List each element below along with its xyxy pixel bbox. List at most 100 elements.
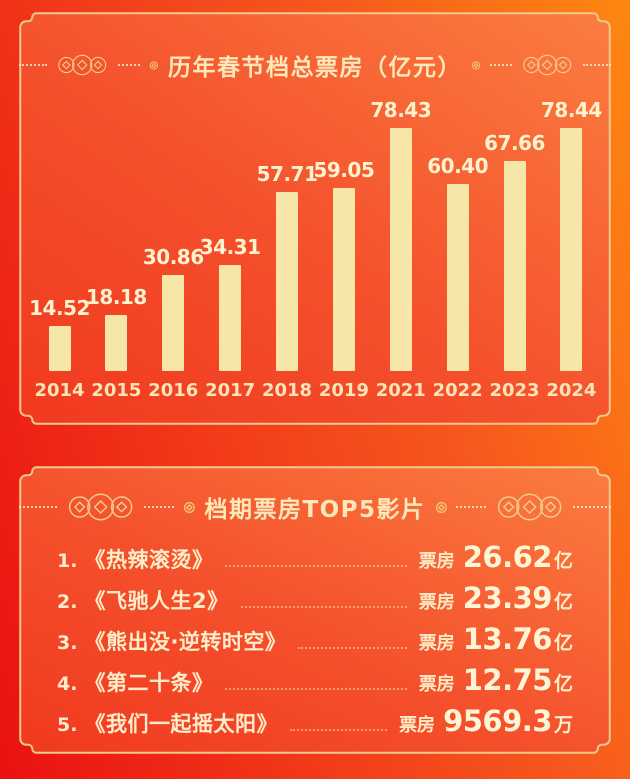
movie-title: 《第二十条》 xyxy=(84,671,214,695)
box-office-unit: 亿 xyxy=(553,591,573,613)
bar-year-label: 2021 xyxy=(375,380,426,401)
bar-year-label: 2014 xyxy=(34,380,85,401)
movie-title: 《热辣滚烫》 xyxy=(84,548,214,572)
movie-title: 《熊出没·逆转时空》 xyxy=(84,630,287,654)
movie-row: 5. 《我们一起摇太阳》 票房 9569.3 万 xyxy=(57,704,573,745)
box-office-amount: 26.62 xyxy=(462,540,553,574)
box-office-label: 票房 xyxy=(418,551,455,572)
movie-title: 《我们一起摇太阳》 xyxy=(84,712,278,736)
bar-year-label: 2022 xyxy=(432,380,483,401)
box-office-label: 票房 xyxy=(418,633,455,654)
bar-year-label: 2015 xyxy=(91,380,142,401)
box-office-unit: 亿 xyxy=(553,673,573,695)
top5-list: 1. 《热辣滚烫》 票房 26.62 亿 2. 《飞驰人生2》 票房 23.39… xyxy=(57,540,573,745)
dotted-divider xyxy=(573,506,611,508)
dotted-divider xyxy=(582,64,612,66)
box-office-label: 票房 xyxy=(418,674,455,695)
bar-chart: 14.52 2014 18.18 2015 30.86 2016 34.31 2017 57.7… xyxy=(29,98,602,401)
dotted-divider xyxy=(117,64,141,66)
bar-year-label: 2024 xyxy=(546,380,597,401)
dotted-divider xyxy=(456,506,487,508)
movie-row: 2. 《飞驰人生2》 票房 23.39 亿 xyxy=(57,581,573,622)
bar-value-label: 34.31 xyxy=(199,235,261,259)
bar-column: 14.52 2014 xyxy=(29,296,90,401)
movie-rank: 2. xyxy=(57,591,78,613)
bar-column: 18.18 2015 xyxy=(86,285,147,401)
box-office-amount: 12.75 xyxy=(462,663,553,697)
movie-rank: 3. xyxy=(57,632,78,654)
movie-row: 1. 《热辣滚烫》 票房 26.62 亿 xyxy=(57,540,573,581)
box-office-chart-panel: 历年春节档总票房（亿元） 14.52 2014 18.18 2015 30.86 2016… xyxy=(18,12,612,425)
bar-value-label: 18.18 xyxy=(86,285,147,309)
bar-value-label: 78.44 xyxy=(541,98,602,122)
dotted-leader xyxy=(298,647,407,649)
bar-column: 60.40 2022 xyxy=(427,154,488,401)
dotted-leader xyxy=(289,729,388,731)
bar-value-label: 59.05 xyxy=(313,158,375,182)
movie-title: 《飞驰人生2》 xyxy=(84,589,229,613)
bar-column: 30.86 2016 xyxy=(143,245,204,401)
bar-column: 57.71 2018 xyxy=(257,162,318,401)
bar-value-label: 78.43 xyxy=(370,98,432,122)
movie-row: 3. 《熊出没·逆转时空》 票房 13.76 亿 xyxy=(57,622,573,663)
top5-header: 档期票房TOP5影片 xyxy=(19,466,611,524)
bar-column: 67.66 2023 xyxy=(484,131,545,401)
dotted-divider xyxy=(489,64,513,66)
bar xyxy=(332,188,355,371)
bar-column: 34.31 2017 xyxy=(200,235,261,401)
bar-column: 78.44 2024 xyxy=(541,98,602,401)
coin-dot-icon xyxy=(471,59,481,72)
bar-column: 78.43 2021 xyxy=(370,98,431,401)
bar-value-label: 60.40 xyxy=(427,154,489,178)
box-office-amount: 13.76 xyxy=(462,622,553,656)
chart-title: 历年春节档总票房（亿元） xyxy=(168,55,462,81)
bar-column: 59.05 2019 xyxy=(314,158,375,401)
bar xyxy=(105,315,128,371)
box-office-label: 票房 xyxy=(399,715,436,736)
triple-coins-icon xyxy=(56,49,108,81)
dotted-divider xyxy=(18,64,48,66)
triple-coins-icon xyxy=(521,49,573,81)
top5-panel: 档期票房TOP5影片 1. 《热辣滚烫》 票房 26.62 亿 2. 《飞驰人生… xyxy=(19,466,611,754)
bar-value-label: 57.71 xyxy=(256,162,318,186)
movie-rank: 4. xyxy=(57,673,78,695)
coin-dot-icon xyxy=(183,501,196,514)
box-office-unit: 亿 xyxy=(553,550,573,572)
bar-year-label: 2017 xyxy=(205,380,256,401)
bar-year-label: 2016 xyxy=(148,380,199,401)
bar xyxy=(503,161,526,371)
top5-panel-content: 档期票房TOP5影片 1. 《热辣滚烫》 票房 26.62 亿 2. 《飞驰人生… xyxy=(19,466,611,754)
dotted-leader xyxy=(225,565,407,567)
box-office-label: 票房 xyxy=(418,592,455,613)
coin-dot-icon xyxy=(435,501,448,514)
bar xyxy=(219,265,242,371)
chart-header: 历年春节档总票房（亿元） xyxy=(18,12,612,82)
bar xyxy=(389,128,412,371)
movie-rank: 5. xyxy=(57,714,78,736)
box-office-unit: 万 xyxy=(553,714,573,736)
bar xyxy=(48,326,71,371)
panel-frame-border xyxy=(19,466,611,754)
bar xyxy=(162,275,185,371)
bar xyxy=(276,192,298,371)
bar-year-label: 2023 xyxy=(489,380,540,401)
dotted-divider xyxy=(143,506,174,508)
dotted-leader xyxy=(240,606,407,608)
movie-rank: 1. xyxy=(57,550,78,572)
top5-title: 档期票房TOP5影片 xyxy=(204,497,426,523)
bar-year-label: 2018 xyxy=(261,380,313,401)
dotted-leader xyxy=(225,688,407,690)
box-office-amount: 23.39 xyxy=(462,581,553,615)
bar-value-label: 30.86 xyxy=(142,245,204,269)
bar-year-label: 2019 xyxy=(318,380,369,401)
movie-row: 4. 《第二十条》 票房 12.75 亿 xyxy=(57,663,573,704)
box-office-unit: 亿 xyxy=(553,632,573,654)
chart-panel-content: 历年春节档总票房（亿元） 14.52 2014 18.18 2015 30.86 2016… xyxy=(18,12,612,425)
coin-dot-icon xyxy=(149,59,159,72)
bar-value-label: 67.66 xyxy=(484,131,545,155)
bar-value-label: 14.52 xyxy=(29,296,90,320)
triple-coins-icon xyxy=(495,491,564,523)
box-office-amount: 9569.3 xyxy=(443,704,552,738)
dotted-divider xyxy=(19,506,57,508)
